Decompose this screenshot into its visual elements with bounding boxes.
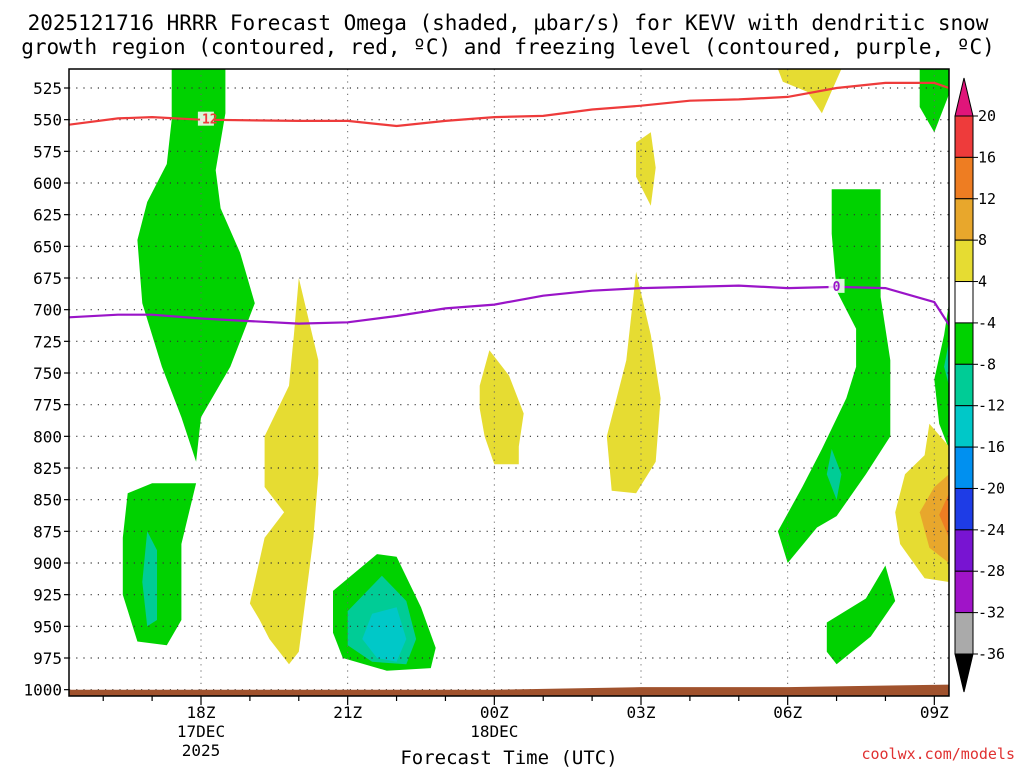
y-tick-label: 700 — [33, 301, 62, 320]
omega-region-13 — [479, 350, 524, 465]
y-tick-label: 575 — [33, 142, 62, 161]
contour-label: 0 — [833, 280, 841, 295]
contour-label: -12 — [194, 113, 217, 128]
gridlines — [69, 69, 949, 696]
colorbar-label: -4 — [978, 314, 996, 332]
omega-region-12 — [249, 278, 319, 665]
x-tick-label: 09Z — [920, 703, 949, 722]
contour-label-bg — [828, 278, 845, 293]
site-credit: coolwx.com/models — [861, 745, 1015, 763]
y-tick-label: 825 — [33, 459, 62, 478]
colorbar-bin — [954, 446, 974, 489]
y-tick-label: 1000 — [23, 681, 62, 700]
omega-region-2 — [142, 531, 157, 627]
colorbar-top-arrow — [954, 77, 974, 117]
colorbar-label: -8 — [978, 355, 996, 373]
colorbar-bin — [954, 322, 974, 365]
y-tick-label: 600 — [33, 174, 62, 193]
omega-region-18 — [919, 474, 949, 563]
y-tick-label: 900 — [33, 554, 62, 573]
colorbar-label: -28 — [978, 562, 1005, 580]
colorbar-bin — [954, 570, 974, 614]
colorbar-label: -32 — [978, 604, 1005, 622]
colorbar-bin — [954, 363, 974, 407]
omega-shading-layer — [122, 69, 949, 671]
terrain-fill — [69, 684, 949, 696]
colorbar-label: 16 — [978, 148, 996, 166]
colorbar-label: 12 — [978, 190, 996, 208]
omega-region-5 — [362, 607, 407, 662]
y-tick-label: 850 — [33, 491, 62, 510]
y-tick-label: 525 — [33, 79, 62, 98]
omega-region-1 — [122, 483, 197, 646]
x-tick-label: 21Z — [333, 703, 362, 722]
colorbar-bin — [954, 198, 974, 241]
contour-line-1 — [69, 284, 949, 326]
y-tick-label: 975 — [33, 649, 62, 668]
colorbar-bottom-arrow — [954, 653, 974, 693]
colorbar-label: -36 — [978, 645, 1005, 663]
x-tick-label: 00Z — [480, 703, 509, 722]
y-tick-label: 625 — [33, 206, 62, 225]
x-tick-label: 17DEC — [177, 722, 225, 741]
y-axis: 525 550 575 600 625 650 675 700 725 750 775 800 825 8… — [23, 79, 69, 700]
x-tick-label: 18DEC — [470, 722, 518, 741]
colorbar-label: -12 — [978, 397, 1005, 415]
omega-region-11 — [944, 341, 949, 386]
x-tick-label: 03Z — [627, 703, 656, 722]
omega-region-15 — [606, 271, 661, 494]
plot-frame — [68, 68, 950, 697]
y-tick-label: 675 — [33, 269, 62, 288]
x-tick-label: 18Z — [187, 703, 216, 722]
colorbar-bin — [954, 115, 974, 158]
y-tick-label: 800 — [33, 427, 62, 446]
x-axis-title: Forecast Time (UTC) — [400, 747, 617, 768]
omega-region-0 — [137, 69, 255, 462]
y-tick-label: 875 — [33, 522, 62, 541]
colorbar-label: 8 — [978, 231, 987, 249]
y-tick-label: 925 — [33, 586, 62, 605]
chart-title-line-2: growth region (contoured, red, ºC) and f… — [21, 35, 995, 59]
omega-region-10 — [934, 303, 949, 449]
y-tick-label: 750 — [33, 364, 62, 383]
colorbar-bin — [954, 529, 974, 572]
chart-title-line-1: 2025121716 HRRR Forecast Omega (shaded, … — [28, 11, 989, 35]
plot-area: -12 0 — [68, 68, 950, 697]
colorbar-label: -20 — [978, 479, 1005, 497]
terrain-layer — [69, 684, 949, 696]
colorbar-bin — [954, 239, 974, 283]
y-tick-label: 950 — [33, 617, 62, 636]
omega-region-6 — [777, 189, 891, 564]
y-tick-label: 775 — [33, 396, 62, 415]
contour-label-bg — [197, 111, 214, 126]
y-tick-label: 650 — [33, 237, 62, 256]
omega-region-16 — [777, 69, 842, 114]
colorbar-label: -24 — [978, 521, 1005, 539]
colorbar-label: -16 — [978, 438, 1005, 456]
y-tick-label: 550 — [33, 111, 62, 130]
colorbar-bin — [954, 487, 974, 531]
omega-region-19 — [939, 493, 949, 538]
colorbar-label: 20 — [978, 107, 996, 125]
colorbar-bin — [954, 281, 974, 324]
x-tick-label: 2025 — [182, 741, 221, 760]
contour-layer: -12 0 — [69, 81, 949, 326]
colorbar-label: 4 — [978, 273, 987, 291]
colorbar-bin — [954, 156, 974, 200]
omega-region-8 — [826, 565, 896, 665]
omega-region-7 — [826, 449, 842, 500]
y-tick-label: 725 — [33, 332, 62, 351]
colorbar-bin — [954, 405, 974, 448]
colorbar: 20 16 12 8 4 -4 -8 -12 -16 -20 -24 -28 -32 -36 — [954, 77, 1005, 693]
colorbar-bin — [954, 612, 974, 655]
x-tick-label: 06Z — [773, 703, 802, 722]
